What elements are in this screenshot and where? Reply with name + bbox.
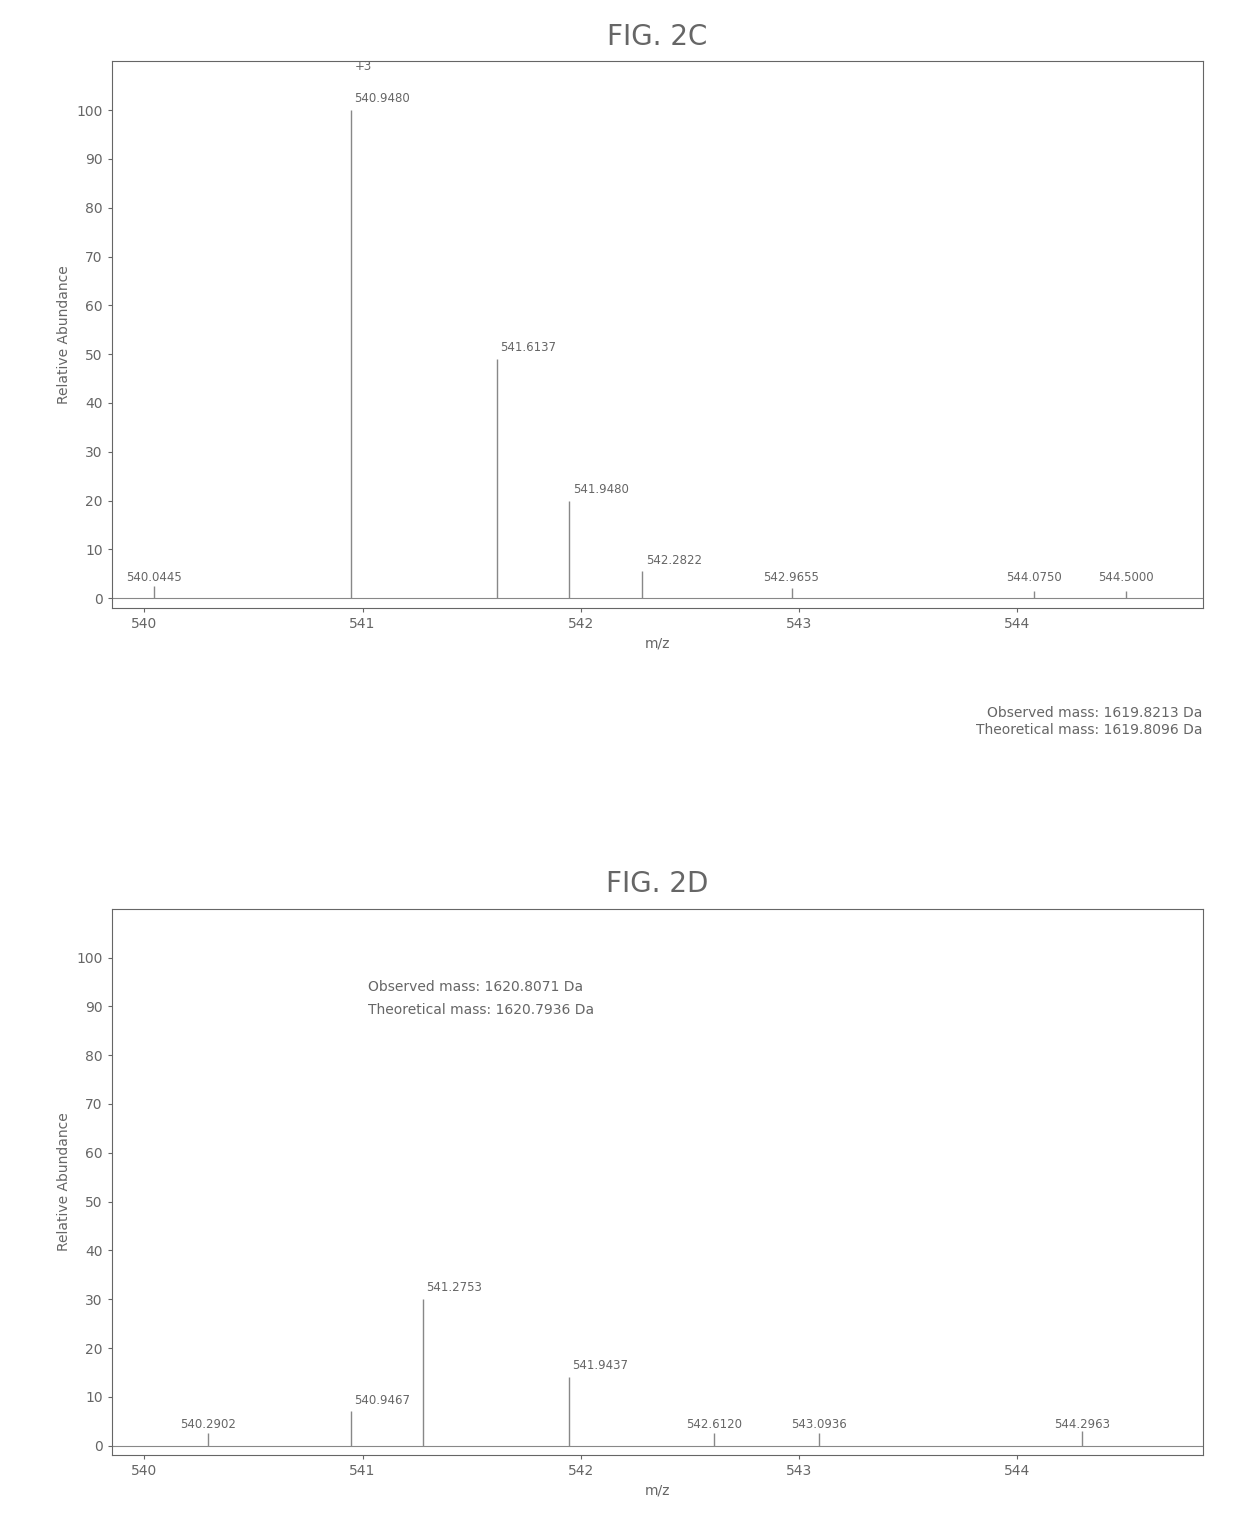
Text: +3: +3 xyxy=(355,60,372,74)
Text: 540.2902: 540.2902 xyxy=(180,1419,236,1431)
Text: Observed mass: 1619.8213 Da
Theoretical mass: 1619.8096 Da: Observed mass: 1619.8213 Da Theoretical … xyxy=(976,706,1203,737)
Text: 542.6120: 542.6120 xyxy=(687,1419,743,1431)
Text: 543.0936: 543.0936 xyxy=(791,1419,847,1431)
Text: 542.2822: 542.2822 xyxy=(646,553,702,567)
X-axis label: m/z: m/z xyxy=(645,637,670,651)
Text: 541.9437: 541.9437 xyxy=(572,1359,627,1373)
Y-axis label: Relative Abundance: Relative Abundance xyxy=(57,265,71,404)
Text: Observed mass: 1620.8071 Da
Theoretical mass: 1620.7936 Da: Observed mass: 1620.8071 Da Theoretical … xyxy=(368,980,594,1017)
Text: 540.9467: 540.9467 xyxy=(355,1394,410,1406)
Text: 542.9655: 542.9655 xyxy=(764,570,820,584)
Text: 540.9480: 540.9480 xyxy=(355,92,410,106)
Text: 544.5000: 544.5000 xyxy=(1099,570,1154,584)
Y-axis label: Relative Abundance: Relative Abundance xyxy=(57,1112,71,1252)
Text: 541.9480: 541.9480 xyxy=(573,483,629,496)
Text: 541.6137: 541.6137 xyxy=(500,342,556,354)
Text: 541.2753: 541.2753 xyxy=(425,1281,482,1295)
Text: 544.2963: 544.2963 xyxy=(1054,1419,1110,1431)
Title: FIG. 2D: FIG. 2D xyxy=(606,870,708,898)
Text: 544.0750: 544.0750 xyxy=(1006,570,1061,584)
Text: 540.0445: 540.0445 xyxy=(126,570,182,584)
X-axis label: m/z: m/z xyxy=(645,1485,670,1498)
Title: FIG. 2C: FIG. 2C xyxy=(608,23,707,51)
